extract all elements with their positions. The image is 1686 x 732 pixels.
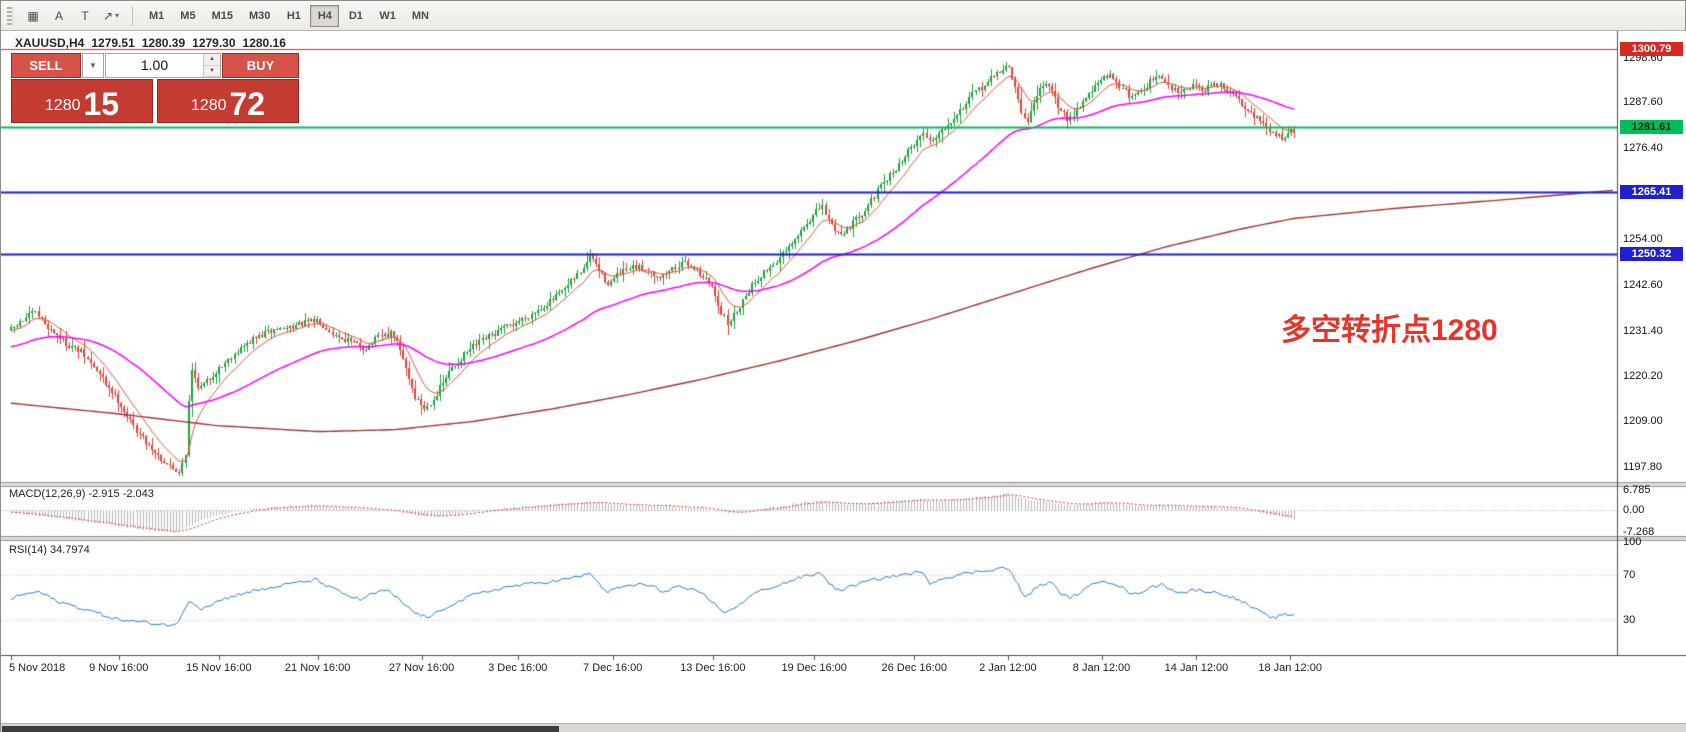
price-badge: 1250.32 (1620, 247, 1683, 261)
horizontal-scrollbar[interactable] (1, 723, 1686, 732)
price-badge: 1265.41 (1620, 185, 1683, 199)
price-axis-label: 1254.00 (1623, 233, 1663, 245)
close-value: 1280.16 (242, 36, 286, 50)
rsi-axis-label: 100 (1623, 536, 1642, 548)
time-axis-label: 2 Jan 12:00 (979, 662, 1037, 674)
low-value: 1279.30 (192, 36, 236, 50)
grid-tool-icon[interactable]: ▦ (21, 5, 45, 27)
timeframe-h1[interactable]: H1 (279, 5, 308, 27)
open-value: 1279.51 (91, 36, 135, 50)
price-axis-label: 1242.60 (1623, 279, 1663, 291)
toolbar: ▦ A T ↗ ▾ M1 M5 M15 M30 H1 H4 D1 W1 MN (1, 1, 1685, 31)
chevron-down-icon: ▾ (115, 11, 120, 20)
timeframe-m1[interactable]: M1 (142, 5, 171, 27)
sell-button[interactable]: SELL (11, 53, 81, 78)
time-axis-label: 14 Jan 12:00 (1164, 662, 1229, 674)
volume-increase-button[interactable]: ▲ (204, 54, 220, 66)
price-badge: 1281.61 (1620, 120, 1683, 134)
high-value: 1280.39 (141, 36, 186, 50)
rsi-axis-label: 30 (1623, 614, 1636, 626)
timeframe-m5[interactable]: M5 (173, 5, 202, 27)
toolbar-grip[interactable] (7, 6, 14, 25)
macd-axis-label: -7.268 (1623, 526, 1655, 538)
rsi-axis-label: 70 (1623, 569, 1636, 581)
one-click-trading-panel: SELL ▼ 1.00 ▲ ▼ BUY 1280 15 1280 72 (11, 53, 299, 123)
arrow-icon: ↗ (102, 8, 114, 23)
time-axis-label: 19 Dec 16:00 (781, 662, 847, 674)
buy-price-main: 1280 (190, 97, 227, 114)
price-axis-label: 1287.60 (1623, 96, 1663, 108)
price-axis-label: 1209.00 (1623, 415, 1663, 427)
chart-annotation: 多空转折点1280 (1281, 314, 1498, 347)
scrollbar-thumb[interactable] (2, 726, 559, 732)
symbol-period: XAUUSD,H4 (15, 36, 85, 50)
macd-label: MACD(12,26,9) -2.915 -2.043 (9, 488, 154, 500)
price-axis-label: 1276.40 (1623, 142, 1663, 154)
volume-field[interactable]: 1.00 ▲ ▼ (105, 53, 221, 78)
chevron-down-icon: ▼ (89, 61, 97, 70)
timeframe-m30[interactable]: M30 (242, 5, 277, 27)
price-axis-label: 1197.80 (1623, 461, 1662, 473)
time-axis-label: 8 Jan 12:00 (1072, 662, 1131, 674)
timeframe-m15[interactable]: M15 (205, 5, 240, 27)
rsi-label: RSI(14) 34.7974 (9, 544, 90, 556)
time-axis-label: 9 Nov 16:00 (89, 662, 149, 674)
price-axis-label: 1231.40 (1623, 325, 1663, 337)
macd-axis-label: 6.785 (1623, 484, 1651, 496)
timeframe-mn[interactable]: MN (405, 5, 436, 27)
time-axis-label: 3 Dec 16:00 (488, 662, 548, 674)
time-axis-label: 21 Nov 16:00 (284, 662, 351, 674)
chart-canvas[interactable] (1, 31, 1686, 732)
timeframe-w1[interactable]: W1 (372, 5, 403, 27)
buy-price-quote[interactable]: 1280 72 (157, 79, 299, 123)
shapes-tool-icon[interactable]: ↗ ▾ (99, 5, 123, 27)
time-axis-label: 18 Jan 12:00 (1258, 662, 1322, 674)
time-axis-label: 7 Dec 16:00 (583, 662, 643, 674)
chart-ohlc-header: XAUUSD,H4 1279.51 1280.39 1279.30 1280.1… (15, 36, 286, 50)
chart-area: XAUUSD,H4 1279.51 1280.39 1279.30 1280.1… (1, 31, 1686, 732)
time-axis[interactable]: 5 Nov 2018 9 Nov 16:00 15 Nov 16:00 21 Nov … (1, 662, 1686, 682)
macd-axis-label: 0.00 (1623, 504, 1645, 516)
time-axis-label: 13 Dec 16:00 (680, 662, 746, 674)
buy-price-pips: 72 (229, 86, 266, 123)
toolbar-separator (132, 5, 133, 26)
sell-price-quote[interactable]: 1280 15 (11, 79, 153, 123)
volume-stepper: ▲ ▼ (203, 54, 220, 77)
volume-dropdown-button[interactable]: ▼ (82, 53, 104, 78)
text-tool-icon[interactable]: A (47, 5, 71, 27)
volume-value[interactable]: 1.00 (140, 57, 169, 73)
sell-price-pips: 15 (83, 86, 120, 123)
sell-price-main: 1280 (44, 97, 81, 114)
time-axis-label: 5 Nov 2018 (9, 662, 66, 674)
text-label-tool-icon[interactable]: T (73, 5, 97, 27)
time-axis-label: 27 Nov 16:00 (388, 662, 455, 674)
time-axis-label: 15 Nov 16:00 (186, 662, 252, 674)
timeframe-h4[interactable]: H4 (310, 4, 340, 27)
price-axis-label: 1220.20 (1623, 370, 1663, 382)
timeframe-d1[interactable]: D1 (341, 5, 370, 27)
volume-decrease-button[interactable]: ▼ (204, 65, 220, 77)
buy-button[interactable]: BUY (222, 53, 299, 78)
time-axis-label: 26 Dec 16:00 (881, 662, 947, 674)
price-axis[interactable]: 1298.60 1287.60 1276.40 1254.00 1242.60 1231.… (1619, 31, 1686, 691)
price-badge: 1300.79 (1620, 42, 1683, 56)
